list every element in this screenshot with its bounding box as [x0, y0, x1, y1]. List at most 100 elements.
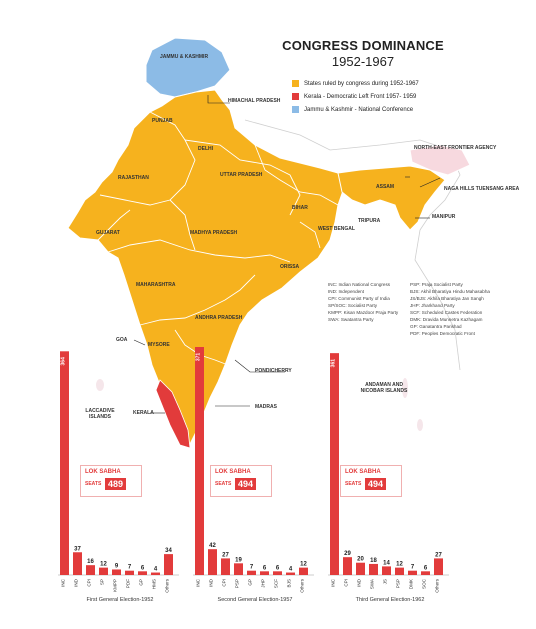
seats-total: 494 — [365, 478, 387, 490]
chart-category-label: Others — [165, 578, 170, 592]
abbr-item: JS/BJS: Akhila Bharatiya Jan Sangh — [410, 296, 484, 301]
chart-category-label: HMS — [152, 579, 157, 589]
abbr-item: BJS: Akhil Bharatiya Hindu Mahasabha — [410, 289, 490, 294]
label-mp: MADHYA PRADESH — [190, 230, 238, 236]
label-delhi: DELHI — [198, 146, 213, 152]
legend-swatch — [292, 106, 299, 113]
label-assam: ASSAM — [376, 184, 395, 190]
chart-value-label: 20 — [357, 557, 364, 563]
seats-label: SEATS — [215, 481, 232, 487]
label-orissa: ORISSA — [280, 264, 300, 270]
chart-bar — [86, 565, 95, 575]
chart-category-label: PDF — [126, 579, 131, 588]
label-rajasthan: RAJASTHAN — [118, 175, 149, 181]
chart-value-label: 6 — [263, 565, 267, 571]
andaman-shape — [402, 378, 408, 398]
abbr-item: SCF: Scheduled Castes Federation — [410, 310, 483, 315]
lok-sabha-heading: LOK SABHA — [345, 469, 381, 475]
chart-value-label: 361 — [331, 359, 337, 368]
election-label-1952: First General Election-1952 — [86, 597, 154, 603]
label-madras: MADRAS — [255, 404, 277, 410]
chart-category-label: SCF — [274, 579, 279, 588]
pointer-lines — [133, 95, 441, 414]
chart-value-label: 7 — [128, 565, 132, 571]
label-pondicherry: PONDICHERRY — [255, 368, 292, 374]
chart-bar — [138, 571, 147, 575]
abbreviations-right: PSP: Praja Socialist Party BJS: Akhil Bh… — [410, 281, 490, 337]
chart-value-label: 6 — [141, 565, 145, 571]
lakshadweep-shape — [96, 379, 104, 391]
chart-category-label: JHP — [261, 579, 266, 588]
lok-sabha-heading: LOK SABHA — [85, 469, 121, 475]
chart-bar — [434, 558, 443, 575]
abbr-item: SP/SOC: Socialist Party — [328, 303, 378, 308]
region-jammu-kashmir — [145, 37, 231, 98]
chart-bar — [299, 567, 308, 575]
chart-value-label: 371 — [196, 353, 202, 362]
label-jammu-kashmir: JAMMU & KASHMIR — [160, 54, 209, 60]
abbr-item: GP: Ganatantra Parishad — [410, 324, 462, 329]
abbr-item: DMK: Dravida Munnetra Kazhagam — [410, 317, 483, 322]
abbr-item: PDF: Peoples Democratic Front — [410, 331, 475, 336]
chart-value-label: 16 — [87, 559, 94, 565]
abbr-item: PSP: Praja Socialist Party — [410, 282, 463, 287]
chart-value-label: 14 — [383, 560, 390, 566]
chart-value-label: 18 — [370, 558, 377, 564]
election-label-1957: Second General Election-1957 — [217, 597, 293, 603]
chart-category-label: Others — [300, 578, 305, 592]
label-kerala: KERALA — [133, 410, 154, 416]
region-nefa — [409, 144, 471, 176]
legend-swatch — [292, 80, 299, 87]
label-gujarat: GUJARAT — [96, 230, 120, 236]
chart-bar — [343, 557, 352, 575]
lok-sabha-box-1962: LOK SABHA SEATS 494 — [340, 465, 402, 497]
seats-label: SEATS — [85, 481, 102, 487]
label-naga: NAGA HILLS TUENSANG AREA — [444, 186, 520, 192]
lok-sabha-heading: LOK SABHA — [215, 469, 251, 475]
chart-bar — [330, 353, 339, 575]
lok-sabha-box-1952: LOK SABHA SEATS 489 — [80, 465, 142, 497]
chart-bar — [273, 571, 282, 575]
chart-bar — [260, 571, 269, 575]
chart-value-label: 12 — [100, 562, 107, 568]
chart-category-label: IND — [357, 578, 362, 587]
chart-value-label: 12 — [300, 562, 307, 568]
label-himachal: HIMACHAL PRADESH — [228, 98, 281, 104]
label-maharashtra: MAHARASHTRA — [136, 282, 176, 288]
chart-category-label: KMPP — [113, 579, 118, 592]
chart-bar — [195, 347, 204, 575]
chart-bar — [247, 570, 256, 575]
legend-item-jk: Jammu & Kashmir - National Conference — [292, 106, 419, 113]
state-borders — [97, 111, 339, 366]
chart-value-label: 37 — [74, 546, 81, 552]
chart-bar — [286, 572, 295, 575]
chart-value-label: 7 — [250, 565, 254, 571]
chart-category-label: INC — [331, 578, 336, 587]
chart-category-label: IND — [74, 578, 79, 587]
legend-item-congress: States ruled by congress during 1952-196… — [292, 80, 419, 87]
label-ap: ANDHRA PRADESH — [195, 315, 243, 321]
chart-category-label: SP — [100, 579, 105, 585]
election-label-1962: Third General Election-1962 — [355, 597, 425, 603]
chart-value-label: 34 — [165, 548, 172, 554]
legend-label: States ruled by congress during 1952-196… — [304, 80, 419, 87]
legend-swatch — [292, 93, 299, 100]
abbr-item: SWA: Swatantra Party — [328, 317, 374, 322]
abbr-item: CPI: Communist Party of India — [328, 296, 390, 301]
region-kerala — [155, 379, 191, 449]
chart-bar — [112, 569, 121, 575]
chart-bar — [73, 552, 82, 575]
chart-bar — [382, 566, 391, 575]
chart-bar — [408, 570, 417, 575]
legend: States ruled by congress during 1952-196… — [292, 80, 419, 119]
chart-value-label: 7 — [411, 565, 415, 571]
chart-category-label: PSP — [396, 579, 401, 588]
chart-category-label: CPI — [87, 579, 92, 587]
chart-bar — [164, 554, 173, 575]
chart-bar — [369, 563, 378, 575]
abbr-item: JHP: Jharkhand Party — [410, 303, 455, 308]
region-north-east — [337, 165, 446, 231]
label-goa: GOA — [116, 337, 128, 343]
abbreviations-left: INC: Indian National Congress IND: Indep… — [328, 281, 398, 323]
